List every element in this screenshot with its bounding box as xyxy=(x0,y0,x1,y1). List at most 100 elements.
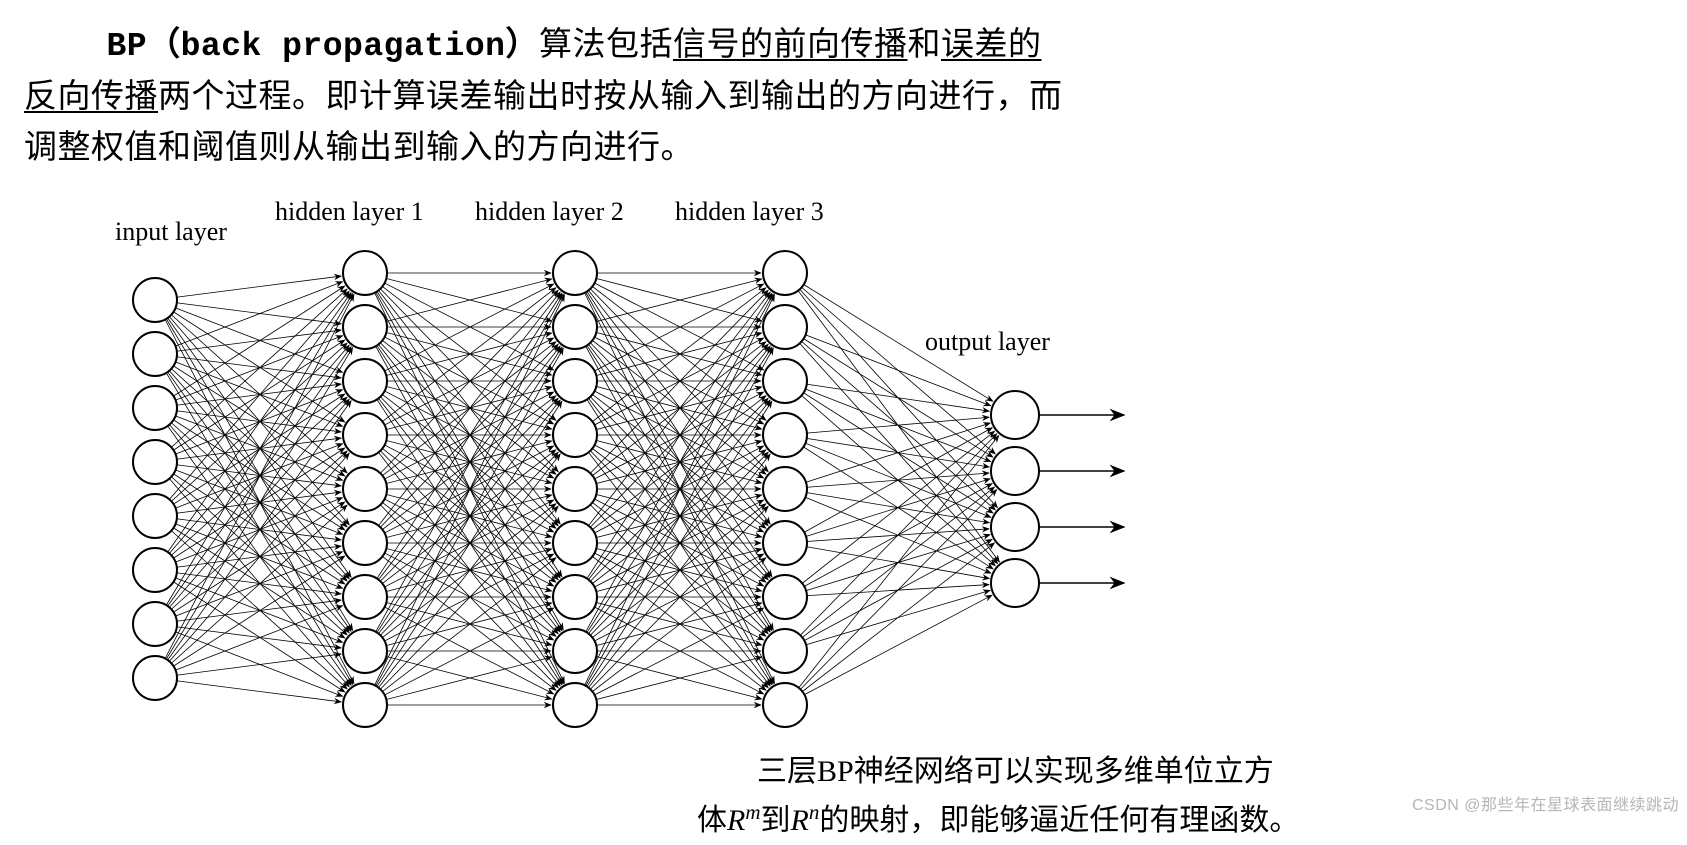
bottom-line2-pre: 体 xyxy=(697,804,727,837)
edge xyxy=(365,292,560,543)
desc-mono: BP（back propagation） xyxy=(107,28,539,65)
edge xyxy=(575,398,768,597)
edge xyxy=(365,346,560,597)
edge xyxy=(365,489,554,586)
edge xyxy=(575,381,762,429)
nodes-group xyxy=(133,251,1039,727)
edge xyxy=(365,454,560,705)
hidden1-node-2 xyxy=(343,359,387,403)
layer-label-hidden3: hidden layer 3 xyxy=(675,197,824,226)
edge xyxy=(155,462,345,584)
edge xyxy=(155,570,341,594)
hidden2-node-0 xyxy=(553,251,597,295)
edge xyxy=(155,354,345,476)
edge xyxy=(365,327,552,375)
network-svg: input layerhidden layer 1hidden layer 2h… xyxy=(55,190,1155,760)
output-arrows-group xyxy=(1039,415,1124,583)
edge xyxy=(575,549,762,597)
bottom-R1: R xyxy=(727,804,745,837)
edge xyxy=(575,290,768,489)
layer-label-hidden2: hidden layer 2 xyxy=(475,197,624,226)
input-node-2 xyxy=(133,386,177,430)
edge xyxy=(785,490,997,705)
edge xyxy=(365,387,552,435)
desc-seg1: 算法包括 xyxy=(539,27,673,63)
edge xyxy=(365,273,552,321)
output-node-3 xyxy=(991,559,1039,607)
edge xyxy=(785,327,998,564)
hidden2-node-7 xyxy=(553,629,597,673)
edge xyxy=(365,392,554,489)
edge xyxy=(155,546,341,570)
hidden3-node-4 xyxy=(763,467,807,511)
edge xyxy=(155,354,347,527)
edge xyxy=(785,483,992,597)
edge xyxy=(155,300,341,324)
edge xyxy=(365,344,558,543)
edge xyxy=(155,600,341,624)
edge xyxy=(155,654,341,678)
hidden1-node-0 xyxy=(343,251,387,295)
edge xyxy=(155,300,345,422)
input-node-0 xyxy=(133,278,177,322)
edge xyxy=(785,417,989,435)
edge xyxy=(575,338,764,435)
hidden1-node-6 xyxy=(343,575,387,619)
edge xyxy=(365,495,552,543)
edge xyxy=(575,608,764,705)
edge xyxy=(365,338,554,435)
description-paragraph: BP（back propagation）算法包括信号的前向传播和误差的反向传播两… xyxy=(24,20,1064,174)
hidden2-node-5 xyxy=(553,521,597,565)
edge xyxy=(575,435,764,532)
edge xyxy=(365,441,552,489)
desc-underline-1: 信号的前向传播 xyxy=(673,27,908,63)
desc-seg2: 和 xyxy=(907,27,941,63)
edge xyxy=(785,479,990,543)
edge xyxy=(365,333,552,381)
input-node-6 xyxy=(133,602,177,646)
edge xyxy=(575,387,762,435)
layer-label-output: output layer xyxy=(925,327,1050,356)
edge xyxy=(575,543,764,640)
edge xyxy=(365,543,552,591)
edge xyxy=(575,381,764,478)
edge xyxy=(785,489,989,523)
bottom-tail: 的映射，即能够逼近任何有理函数。 xyxy=(819,804,1299,837)
hidden2-node-6 xyxy=(553,575,597,619)
edge xyxy=(365,597,554,694)
desc-seg3: 两个过程。即计算误差输出时按从输入到输出的方向进行，而调整权值和阈值则从输出到输… xyxy=(24,79,1063,166)
input-node-7 xyxy=(133,656,177,700)
edge xyxy=(365,284,554,381)
edge xyxy=(365,279,552,327)
edge xyxy=(155,408,341,432)
edge xyxy=(365,603,552,651)
edge xyxy=(155,276,341,300)
watermark-text: CSDN @那些年在星球表面继续跳动 xyxy=(1412,791,1679,815)
input-node-3 xyxy=(133,440,177,484)
edge xyxy=(575,657,762,705)
edge xyxy=(365,398,558,597)
edge xyxy=(575,392,764,489)
hidden3-node-5 xyxy=(763,521,807,565)
hidden3-node-0 xyxy=(763,251,807,295)
edge xyxy=(365,381,552,429)
edge xyxy=(575,543,762,591)
hidden3-node-2 xyxy=(763,359,807,403)
edge xyxy=(155,556,345,678)
edge xyxy=(365,446,554,543)
edge xyxy=(365,381,558,580)
bottom-sup-m: m xyxy=(745,800,760,824)
edge xyxy=(575,597,762,645)
hidden1-node-8 xyxy=(343,683,387,727)
edge xyxy=(365,608,554,705)
hidden3-node-6 xyxy=(763,575,807,619)
edge xyxy=(155,448,345,570)
bottom-R2: R xyxy=(791,804,809,837)
hidden2-node-4 xyxy=(553,467,597,511)
edge xyxy=(785,487,995,651)
bottom-line1: 三层BP神经网络可以实现多维单位立方 xyxy=(757,755,1274,788)
edge xyxy=(365,657,552,705)
edge xyxy=(155,330,341,354)
edge xyxy=(575,273,764,370)
edge xyxy=(575,346,770,597)
